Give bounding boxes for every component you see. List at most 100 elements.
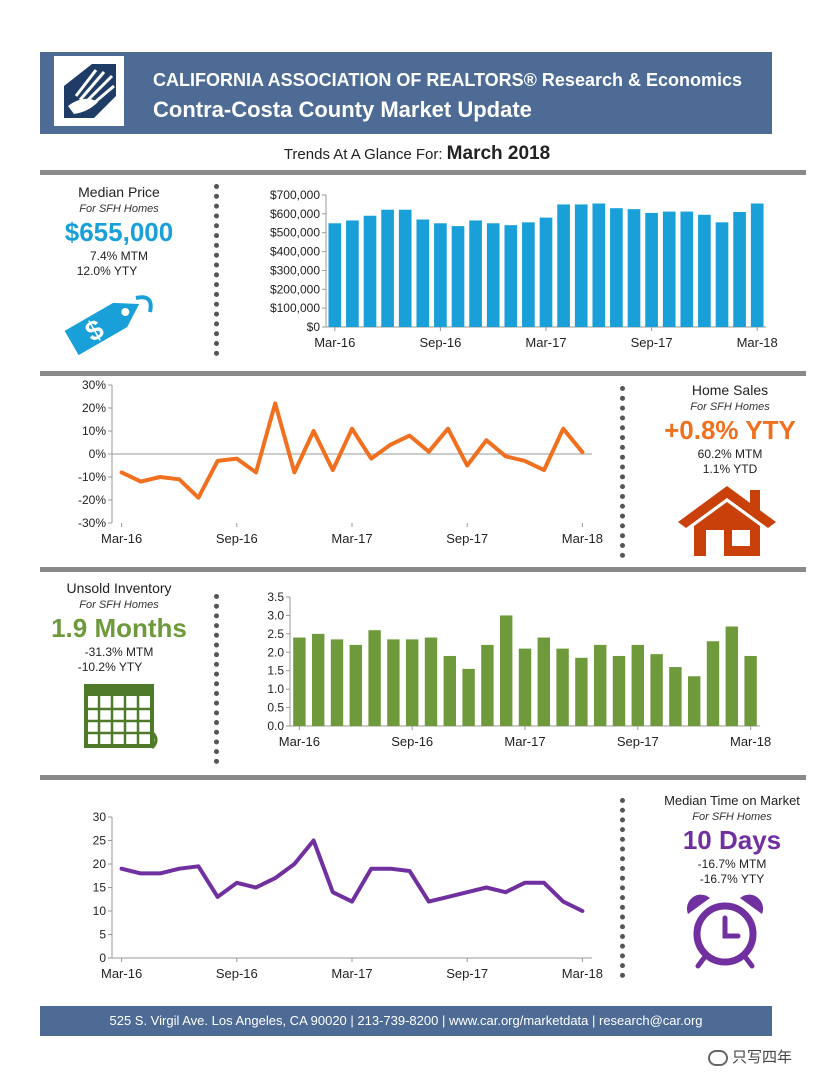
dotted-separator-3 bbox=[214, 594, 219, 764]
home-sales-yty-y-tick-label: 30% bbox=[82, 378, 106, 392]
unsold-inventory-x-tick-label: Mar-16 bbox=[279, 734, 320, 749]
time-on-market-sub: For SFH Homes bbox=[692, 811, 772, 823]
calendar-icon bbox=[84, 684, 158, 750]
unsold-inventory-x-tick-label: Mar-17 bbox=[504, 734, 545, 749]
time-on-market-y-tick-label: 10 bbox=[93, 904, 107, 918]
median-price-bar bbox=[574, 204, 588, 327]
time-on-market-x-tick-label: Mar-18 bbox=[562, 966, 603, 981]
home-sales-yty-y-tick-label: 0% bbox=[89, 447, 107, 461]
time-on-market-value: 10 Days bbox=[682, 825, 782, 855]
unsold-inventory-bar bbox=[744, 655, 757, 726]
time-on-market-y-tick-label: 30 bbox=[93, 810, 107, 824]
median-price-bar bbox=[750, 203, 764, 327]
home-sales-yty-x-tick-label: Mar-17 bbox=[331, 531, 372, 546]
alarm-clock-icon bbox=[686, 894, 764, 969]
median-price-bar bbox=[451, 226, 465, 327]
median-price-yty: 12.0% YTY bbox=[76, 264, 138, 278]
unsold-inventory-bar bbox=[725, 626, 739, 726]
median-price-bar bbox=[662, 211, 676, 327]
home-sales-chart: -30% -20% -10% 0% 10% 20% 30% Mar-16 Sep-16 Mar-1… bbox=[78, 378, 603, 546]
median-price-sub: For SFH Homes bbox=[79, 203, 159, 215]
trends-prefix: Trends At A Glance For: bbox=[283, 146, 447, 163]
unsold-inventory-bar bbox=[293, 637, 306, 726]
watermark: 只写四年 bbox=[708, 1046, 792, 1067]
median-price-bar bbox=[522, 222, 535, 327]
unsold-inventory-bar bbox=[462, 668, 475, 726]
time-on-market-chart: 0 5 10 15 20 25 30 Mar-16 Sep-16 Mar-17 Sep-17 Mar-… bbox=[93, 810, 603, 981]
footer-text: 525 S. Virgil Ave. Los Angeles, CA 90020… bbox=[109, 1013, 703, 1028]
median-price-bar bbox=[715, 222, 729, 327]
watermark-text: 只写四年 bbox=[732, 1049, 793, 1066]
median-price-bar bbox=[328, 223, 342, 327]
time-on-market-mtm: -16.7% MTM bbox=[697, 857, 767, 871]
unsold-inventory-bar bbox=[330, 639, 344, 726]
median-price-bar bbox=[557, 204, 570, 327]
footer-bar: 525 S. Virgil Ave. Los Angeles, CA 90020… bbox=[40, 1006, 772, 1036]
unsold-inventory-y-tick-label: 2.5 bbox=[267, 627, 284, 641]
median-price-bar bbox=[645, 212, 658, 327]
home-sales-yty-y-tick-label: 20% bbox=[82, 401, 106, 415]
home-sales-yty-y-tick-label: 10% bbox=[82, 424, 106, 438]
median-price-bar bbox=[627, 209, 641, 327]
median-price-x-tick-label: Mar-16 bbox=[314, 335, 355, 350]
unsold-inventory-bar bbox=[556, 648, 569, 726]
time-on-market-x-tick-label: Sep-17 bbox=[446, 966, 488, 981]
time-on-market-series-line bbox=[119, 838, 585, 913]
median-price-bar bbox=[486, 223, 500, 327]
median-price-mtm: 7.4% MTM bbox=[89, 249, 148, 263]
median-price-y-tick-label: $100,000 bbox=[270, 301, 320, 315]
unsold-inventory-bar bbox=[518, 648, 532, 726]
dotted-separator-4 bbox=[620, 798, 625, 978]
median-price-y-tick-label: $400,000 bbox=[270, 245, 320, 259]
home-sales-panel: Home Sales For SFH Homes +0.8% YTY 60.2%… bbox=[644, 382, 816, 476]
divider-4 bbox=[40, 775, 806, 780]
unsold-inventory-y-tick-label: 0.0 bbox=[267, 719, 284, 733]
home-sales-yty-y-tick-label: -10% bbox=[78, 470, 106, 484]
median-price-y-tick-label: $200,000 bbox=[270, 282, 320, 296]
median-price-x-tick-label: Sep-16 bbox=[419, 335, 461, 350]
median-price-x-tick-label: Sep-17 bbox=[631, 335, 673, 350]
inventory-mtm: -31.3% MTM bbox=[84, 645, 154, 659]
unsold-inventory-bar bbox=[405, 639, 419, 726]
unsold-inventory-bar bbox=[593, 644, 607, 726]
home-sales-value: +0.8% YTY bbox=[664, 415, 796, 445]
header-org-title: CALIFORNIA ASSOCIATION OF REALTORS® Rese… bbox=[153, 70, 743, 90]
median-price-y-tick-label: $500,000 bbox=[270, 226, 320, 240]
wechat-icon bbox=[708, 1050, 728, 1067]
unsold-inventory-bar bbox=[481, 644, 494, 726]
inventory-chart: 0.0 0.5 1.0 1.5 2.0 2.5 3.0 3.5 Mar-16 Sep-16 Mar-… bbox=[267, 590, 771, 749]
median-price-y-tick-label: $600,000 bbox=[270, 207, 320, 221]
home-sales-yty-y-tick-label: -20% bbox=[78, 493, 106, 507]
unsold-inventory-bar bbox=[368, 630, 381, 726]
median-price-bar bbox=[398, 209, 412, 327]
median-price-bar bbox=[698, 214, 711, 327]
unsold-inventory-bar bbox=[499, 615, 513, 726]
car-logo-icon bbox=[57, 59, 121, 123]
unsold-inventory-y-tick-label: 3.0 bbox=[267, 608, 284, 622]
unsold-inventory-bar bbox=[424, 637, 438, 726]
unsold-inventory-bar bbox=[706, 641, 720, 726]
median-price-bar bbox=[504, 225, 518, 327]
car-logo bbox=[54, 56, 124, 126]
time-on-market-x-tick-label: Mar-16 bbox=[101, 966, 142, 981]
dotted-separator-2 bbox=[620, 386, 625, 558]
time-on-market-y-tick-label: 15 bbox=[93, 881, 107, 895]
divider-2 bbox=[40, 371, 806, 376]
home-sales-ytd: 1.1% YTD bbox=[702, 462, 758, 476]
median-price-bar bbox=[539, 217, 553, 327]
unsold-inventory-bar bbox=[349, 644, 363, 726]
median-price-bar bbox=[381, 209, 394, 327]
time-on-market-y-tick-label: 25 bbox=[93, 834, 107, 848]
unsold-inventory-x-tick-label: Sep-17 bbox=[617, 734, 659, 749]
time-on-market-x-tick-label: Sep-16 bbox=[216, 966, 258, 981]
median-price-bar bbox=[469, 220, 482, 327]
median-price-bar bbox=[610, 208, 623, 327]
median-price-y-tick-label: $300,000 bbox=[270, 263, 320, 277]
dotted-separator-1 bbox=[214, 184, 219, 356]
inventory-value: 1.9 Months bbox=[51, 613, 187, 643]
divider-3 bbox=[40, 567, 806, 572]
median-price-chart: $0 $100,000 $200,000 $300,000 $400,000 $500,0… bbox=[270, 188, 778, 350]
unsold-inventory-bar bbox=[650, 654, 663, 726]
home-sales-yty-series-line bbox=[119, 401, 585, 500]
trends-period: March 2018 bbox=[446, 143, 551, 164]
